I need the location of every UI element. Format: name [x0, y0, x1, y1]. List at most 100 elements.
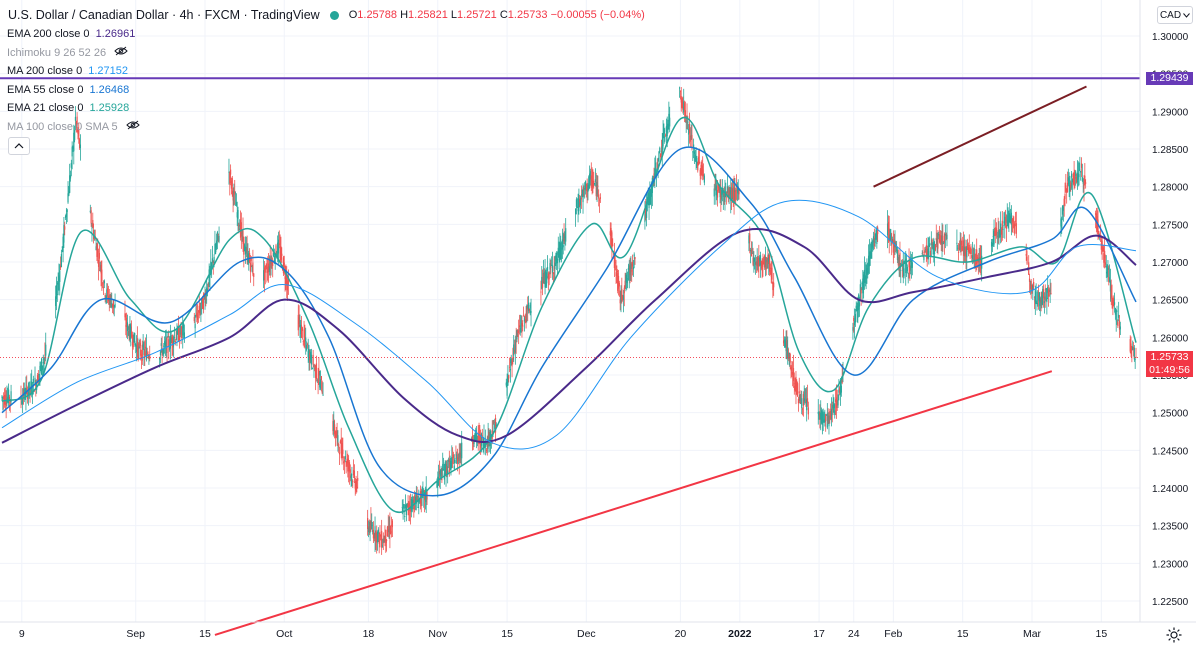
chevron-down-icon — [1183, 12, 1190, 18]
candle-body — [576, 207, 578, 208]
candle-body — [235, 202, 237, 206]
candle-body — [1084, 175, 1086, 184]
time-axis[interactable]: 9 Sep 15 Oct 18 Nov 15 Dec 20 2022 17 24 Feb 15 Mar 15 — [19, 628, 1107, 640]
candle-body — [334, 424, 336, 435]
candle-body — [132, 334, 134, 348]
candle-body — [1067, 177, 1069, 182]
collapse-legend-button[interactable] — [8, 137, 30, 155]
candle-body — [482, 441, 484, 449]
candle-body — [404, 515, 406, 518]
legend-row-5[interactable]: MA 100 close 0 SMA 5 — [7, 118, 140, 137]
candle-body — [97, 251, 99, 253]
candle-body — [316, 380, 318, 382]
candle-body — [458, 452, 460, 462]
candle-body — [162, 349, 164, 355]
candle-body — [130, 331, 133, 338]
candle-body — [423, 489, 425, 496]
candle-body — [457, 457, 460, 459]
candle-body — [390, 531, 392, 534]
candle-body — [315, 363, 318, 380]
candle-body — [1000, 229, 1003, 235]
legend-row-0[interactable]: EMA 200 close 0 1.26961 — [7, 25, 140, 44]
x-tick-label: 24 — [848, 628, 860, 640]
candle-body — [999, 232, 1001, 238]
candle-body — [755, 261, 757, 266]
eye-crossed-icon[interactable] — [114, 44, 128, 63]
candle-body — [797, 383, 799, 397]
candle-body — [981, 255, 983, 269]
candle-body — [991, 242, 993, 246]
candle-body — [216, 232, 219, 241]
candle-body — [508, 366, 511, 368]
candle-body — [171, 336, 173, 346]
candle-body — [59, 270, 61, 282]
candle-body — [595, 185, 597, 197]
candle-body — [62, 236, 64, 253]
candle-body — [473, 441, 475, 445]
y-tick-label: 1.26500 — [1152, 296, 1189, 307]
candle-body — [556, 253, 558, 264]
candle-body — [338, 452, 341, 455]
candle-body — [1033, 296, 1036, 298]
candle-body — [1009, 216, 1012, 224]
candle-body — [695, 157, 697, 160]
candle-body — [957, 252, 960, 253]
candle-body — [389, 525, 391, 535]
legend-row-1[interactable]: Ichimoku 9 26 52 26 — [7, 44, 140, 63]
candle-body — [727, 188, 729, 199]
candle-body — [300, 324, 302, 335]
indicator-name: MA 200 close 0 — [7, 65, 83, 78]
candle-body — [960, 238, 962, 246]
candle-body — [801, 408, 804, 410]
candle-body — [828, 415, 830, 427]
candle-body — [343, 461, 345, 464]
candle-body — [1034, 290, 1036, 302]
candle-body — [1066, 182, 1069, 192]
candle-body — [980, 257, 982, 267]
candle-body — [438, 470, 441, 475]
candle-body — [609, 231, 611, 235]
candle-body — [715, 185, 717, 196]
candle-body — [379, 531, 381, 537]
candle-body — [146, 352, 148, 354]
candle-body — [832, 404, 834, 409]
candle-body — [352, 480, 354, 483]
candle-body — [627, 267, 630, 270]
eye-crossed-icon[interactable] — [125, 118, 140, 137]
candle-body — [402, 508, 404, 513]
candle-body — [28, 381, 30, 394]
legend-row-2[interactable]: MA 200 close 0 1.27152 — [7, 62, 140, 81]
x-tick-label: 2022 — [728, 628, 752, 640]
candle-body — [8, 389, 10, 404]
candle-body — [932, 243, 934, 251]
currency-selector[interactable]: CAD — [1157, 6, 1193, 24]
candle-body — [888, 228, 890, 242]
candle-body — [340, 440, 342, 454]
legend-row-3[interactable]: EMA 55 close 0 1.26468 — [7, 81, 140, 100]
candle-body — [513, 344, 515, 356]
candle-body — [1000, 223, 1002, 236]
candle-body — [145, 347, 148, 360]
price-axis[interactable]: 1.300001.295001.290001.285001.280001.275… — [1152, 32, 1189, 608]
candle-body — [383, 538, 385, 543]
legend-row-4[interactable]: EMA 21 close 0 1.25928 — [7, 99, 140, 118]
candle-body — [439, 470, 441, 477]
candle-body — [69, 175, 72, 179]
candle-body — [732, 188, 734, 198]
y-tick-label: 1.24500 — [1152, 446, 1189, 457]
candle-body — [1085, 182, 1087, 184]
candle-body — [700, 165, 702, 175]
symbol-title[interactable]: U.S. Dollar / Canadian Dollar · 4h · FXC… — [8, 8, 320, 22]
candle-body — [597, 185, 599, 187]
candle-body — [515, 341, 517, 343]
candle-body — [694, 154, 696, 162]
candle-body — [1113, 302, 1116, 305]
drawings[interactable] — [0, 77, 1140, 636]
y-tick-label: 1.26000 — [1152, 333, 1189, 344]
chart-settings-button[interactable] — [1165, 626, 1183, 644]
candle-body — [446, 466, 448, 475]
candle-body — [626, 279, 628, 284]
candle-body — [452, 455, 454, 457]
symbol-header: U.S. Dollar / Canadian Dollar · 4h · FXC… — [8, 7, 645, 23]
